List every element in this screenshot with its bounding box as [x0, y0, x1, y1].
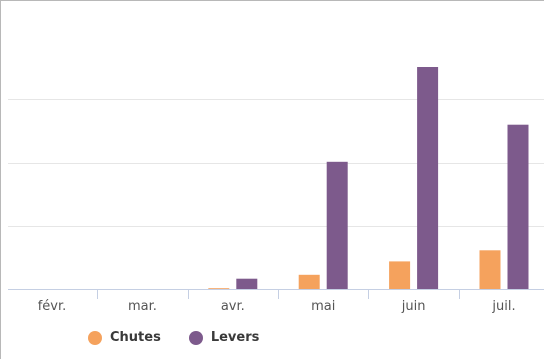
x-tick-label: févr.: [38, 299, 67, 314]
gridlines: [8, 99, 544, 227]
bar-chutes-3[interactable]: [208, 288, 230, 289]
legend-item-levers[interactable]: Levers: [188, 330, 260, 345]
bar-levers-6[interactable]: [507, 124, 529, 289]
x-tick-label: avr.: [221, 299, 245, 314]
bar-chutes-5[interactable]: [389, 261, 411, 289]
legend-item-chutes[interactable]: Chutes: [88, 330, 161, 345]
bar-chutes-6[interactable]: [479, 250, 501, 289]
bar-levers-5[interactable]: [417, 67, 439, 289]
chutes-swatch-icon: [88, 330, 102, 345]
x-tick-label: mai: [311, 299, 335, 314]
legend-label-levers: Levers: [210, 330, 260, 345]
bar-levers-3[interactable]: [236, 278, 258, 289]
levers-swatch-icon: [188, 330, 203, 345]
bars: [208, 67, 529, 289]
bar-levers-4[interactable]: [326, 161, 348, 289]
x-tick-label: mar.: [128, 299, 157, 314]
legend-label-chutes: Chutes: [110, 330, 161, 345]
x-axis: [8, 289, 544, 299]
x-tick-label: juin: [401, 299, 426, 314]
x-tick-labels: févr. mar. avr. mai juin juil.: [38, 299, 516, 314]
bar-chutes-4[interactable]: [298, 274, 320, 289]
legend: Chutes Levers: [88, 330, 259, 345]
x-tick-label: juil.: [491, 299, 515, 314]
